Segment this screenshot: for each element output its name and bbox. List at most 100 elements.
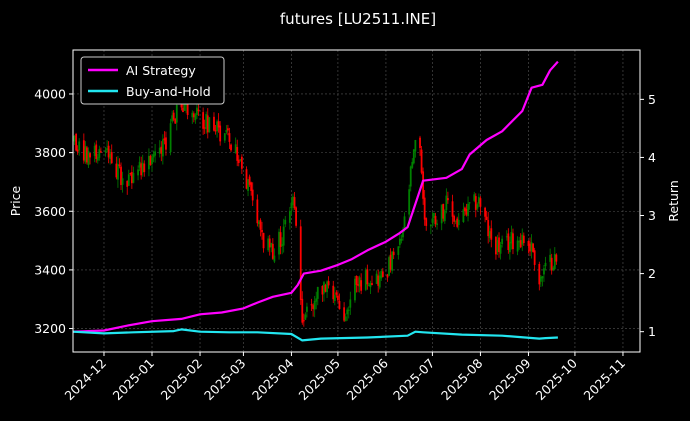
candle-body — [522, 235, 525, 244]
candle-body — [541, 276, 544, 279]
candle-body — [381, 271, 384, 277]
candle-body — [447, 198, 449, 201]
candle-body — [538, 263, 541, 285]
candle-body — [205, 114, 208, 130]
return-lines — [72, 60, 559, 342]
candle-body — [206, 115, 209, 133]
right-y-tick-label: 5 — [648, 92, 656, 107]
candle-body — [335, 292, 338, 295]
candle-body — [358, 277, 361, 287]
candle-body — [532, 243, 535, 253]
candle-body — [109, 153, 112, 159]
line-ai-strategy — [72, 60, 559, 333]
candle-body — [259, 220, 262, 230]
candle-body — [262, 232, 265, 249]
candle-body — [544, 262, 547, 267]
candle-body — [369, 283, 372, 288]
candle-body — [549, 254, 552, 262]
candle-body — [148, 155, 150, 170]
candle-body — [375, 273, 378, 284]
candle-body — [457, 219, 460, 226]
legend: AI Strategy Buy-and-Hold — [80, 56, 225, 105]
candle-body — [106, 148, 108, 151]
right-y-axis-label: Return — [666, 180, 681, 221]
plot-frame — [72, 49, 641, 353]
right-y-tick-label: 1 — [648, 324, 656, 339]
candle-body — [107, 145, 110, 158]
candle-body — [192, 113, 195, 118]
candle-body — [96, 157, 99, 161]
candle-body — [423, 197, 426, 220]
candle-body — [377, 275, 380, 286]
candle-body — [443, 210, 446, 222]
candle-body — [403, 216, 406, 229]
candle-body — [299, 226, 302, 301]
candle-body — [408, 189, 411, 215]
line-buy-and-hold — [72, 328, 558, 342]
candle-body — [338, 301, 341, 310]
candle-body — [550, 257, 553, 271]
candle-body — [484, 207, 486, 217]
right-y-tick-label: 4 — [648, 150, 656, 165]
candle-body — [512, 233, 514, 250]
candle-body — [138, 161, 141, 168]
candle-body — [465, 208, 468, 215]
candle-body — [236, 147, 239, 161]
candle-body — [293, 197, 296, 209]
left-y-tick-label: 3200 — [34, 321, 66, 336]
candle-body — [302, 320, 305, 322]
candle-body — [316, 286, 319, 299]
candle-body — [245, 169, 248, 189]
candle-body — [327, 281, 330, 286]
candle-body — [240, 156, 243, 169]
candle-body — [315, 298, 318, 302]
candle-body — [295, 207, 297, 226]
candle-body — [120, 166, 122, 186]
candle-body — [197, 109, 200, 112]
candle-body — [175, 105, 178, 123]
candle-body — [464, 207, 466, 212]
candle-body — [389, 254, 392, 270]
candle-body — [183, 102, 186, 111]
candle-body — [160, 146, 163, 154]
candle-body — [442, 203, 445, 219]
candle-body — [281, 244, 284, 247]
candle-body — [456, 218, 459, 227]
candle-body — [555, 254, 558, 262]
left-y-tick-label: 4000 — [34, 86, 66, 101]
candle-body — [529, 243, 531, 252]
candle-body — [343, 307, 346, 321]
candle-body — [354, 278, 356, 301]
candle-body — [93, 145, 96, 157]
candle-body — [75, 134, 77, 151]
candle-body — [239, 159, 242, 161]
candle-body — [378, 275, 381, 288]
candle-body — [141, 162, 144, 173]
candle-body — [533, 250, 536, 265]
candle-body — [185, 104, 187, 106]
candle-body — [282, 226, 285, 246]
candle-body — [543, 268, 545, 275]
candle-body — [247, 179, 249, 191]
candle-body — [82, 140, 85, 161]
candle-body — [172, 112, 175, 120]
candle-body — [462, 209, 465, 223]
candle-body — [129, 173, 132, 175]
candle-body — [76, 149, 79, 152]
right-y-tick-label: 2 — [648, 266, 656, 281]
candle-body — [398, 238, 401, 245]
candle-body — [214, 130, 217, 132]
candle-body — [371, 283, 373, 285]
candle-body — [521, 234, 524, 245]
candle-body — [290, 202, 293, 208]
candle-body — [454, 220, 457, 222]
candle-body — [419, 137, 421, 148]
candle-body — [411, 161, 414, 168]
candle-body — [451, 201, 454, 217]
candle-body — [436, 223, 438, 225]
candle-body — [126, 180, 129, 187]
candle-body — [397, 246, 400, 255]
candle-body — [360, 280, 363, 291]
left-y-axis-label: Price — [8, 185, 23, 216]
candle-body — [357, 284, 359, 286]
